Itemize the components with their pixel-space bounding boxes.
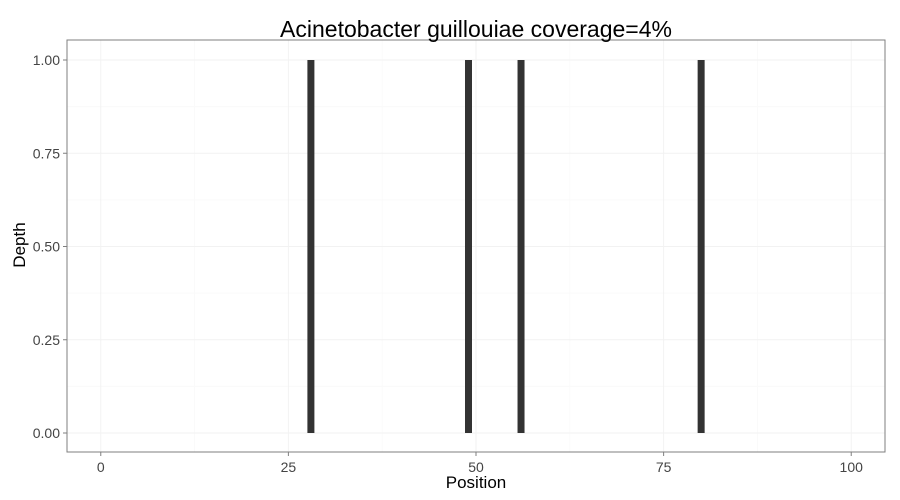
y-tick-label: 0.25 (33, 332, 60, 348)
x-axis-tick-labels: 0 25 50 75 100 (97, 459, 863, 475)
x-axis-title: Position (446, 473, 506, 492)
coverage-bar (697, 60, 705, 433)
y-axis-title: Depth (10, 222, 29, 267)
y-tick-label: 0.50 (33, 239, 60, 255)
x-tick-label: 75 (656, 459, 672, 475)
coverage-bar (307, 60, 315, 433)
y-axis-tick-labels: 0.00 0.25 0.50 0.75 1.00 (33, 52, 60, 441)
x-tick-label: 100 (840, 459, 864, 475)
coverage-bar (517, 60, 525, 433)
x-tick-label: 25 (281, 459, 297, 475)
y-tick-label: 0.00 (33, 425, 60, 441)
x-tick-label: 50 (468, 459, 484, 475)
chart-title: Acinetobacter guillouiae coverage=4% (280, 16, 672, 42)
x-tick-label: 0 (97, 459, 105, 475)
major-gridlines (67, 40, 885, 452)
axis-ticks (63, 59, 852, 456)
coverage-bars (307, 60, 705, 433)
y-tick-label: 1.00 (33, 52, 60, 68)
y-tick-label: 0.75 (33, 145, 60, 161)
coverage-bar (464, 60, 472, 433)
